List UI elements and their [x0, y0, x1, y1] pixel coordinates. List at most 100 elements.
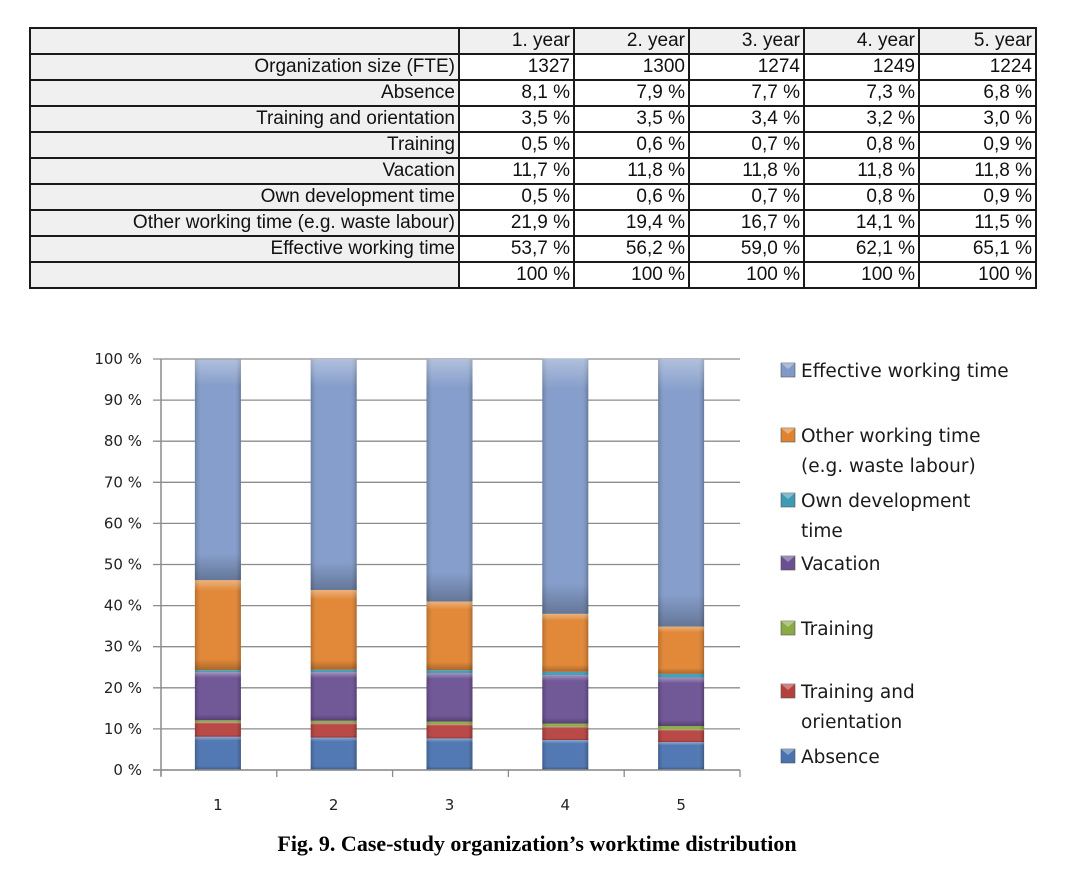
legend-swatch — [780, 555, 796, 571]
bar-segment-bevel — [426, 601, 473, 671]
legend-label: Training — [800, 619, 874, 640]
row-label: Training — [29, 131, 460, 159]
y-tick-label: 20 % — [104, 679, 142, 697]
table-cell: 16,7 % — [688, 209, 805, 237]
table-cell: 100 % — [688, 261, 805, 289]
table-cell: 1274 — [688, 53, 805, 81]
table-cell: 0,6 % — [573, 131, 690, 159]
table-cell: 0,8 % — [803, 131, 920, 159]
bar-segment-bevel — [426, 724, 473, 739]
bar-segment-bevel — [542, 613, 589, 672]
header-cell: 4. year — [803, 27, 920, 55]
legend-item: Training — [780, 619, 874, 640]
bar-segment-bevel — [310, 359, 357, 590]
legend-label: Effective working time — [801, 361, 1009, 382]
table-header-row: 1. year 2. year 3. year 4. year 5. year — [29, 27, 1037, 55]
y-tick-label: 50 % — [104, 556, 142, 574]
table-cell: 62,1 % — [803, 235, 920, 263]
table-row: Training 0,5 % 0,6 % 0,7 % 0,8 % 0,9 % — [29, 131, 1037, 159]
row-label: Effective working time — [29, 235, 460, 263]
x-tick-label: 2 — [329, 796, 339, 814]
y-axis-ticks: 0 % 10 % 20 % 30 % 40 % 50 % 60 % 70 % 80 % 90 % 1… — [94, 350, 142, 779]
bar-segment-bevel — [542, 739, 589, 770]
table-cell: 1224 — [918, 53, 1037, 81]
y-tick-label: 10 % — [104, 720, 142, 738]
bar-segment-shade — [426, 670, 473, 674]
legend-label: Training and — [800, 682, 915, 703]
table-row: Other working time (e.g. waste labour) 21… — [29, 209, 1037, 237]
data-table: 1. year 2. year 3. year 4. year 5. year Organ… — [29, 27, 1037, 289]
table-cell: 11,8 % — [803, 157, 920, 185]
bar-segment-shade — [542, 671, 589, 676]
bar-segment-bevel — [542, 358, 589, 614]
header-cell: 1. year — [458, 27, 575, 55]
bar-segment-shade — [658, 726, 705, 730]
bar-segment-bevel — [426, 359, 473, 602]
legend-swatch-bevel — [781, 556, 795, 562]
legend-swatch-bevel — [781, 493, 795, 499]
legend-swatch — [780, 492, 796, 508]
table-cell: 3,5 % — [458, 105, 575, 133]
bar-segment-bevel — [658, 677, 705, 727]
legend-label: (e.g. waste labour) — [801, 456, 976, 477]
table-cell: 1249 — [803, 53, 920, 81]
bar-segment-bevel — [194, 580, 241, 671]
bar-segment-bevel — [194, 722, 241, 737]
stacked-bar-chart: 0 % 10 % 20 % 30 % 40 % 50 % 60 % 70 % 80 % 90 % 1… — [94, 350, 1009, 814]
legend-swatch-bevel — [781, 749, 795, 755]
table-cell: 11,8 % — [688, 157, 805, 185]
row-label: Organization size (FTE) — [29, 53, 460, 81]
table-cell: 3,0 % — [918, 105, 1037, 133]
bar-segment-bevel — [310, 589, 357, 670]
table-cell: 6,8 % — [918, 79, 1037, 107]
legend-item: Absence — [780, 747, 880, 768]
x-tick-label: 1 — [213, 796, 223, 814]
table-cell: 1300 — [573, 53, 690, 81]
legend-label: Vacation — [801, 554, 881, 575]
y-tick-label: 90 % — [104, 391, 142, 409]
table-cell: 7,3 % — [803, 79, 920, 107]
bar-stack — [658, 359, 705, 770]
bar-segment-bevel — [542, 726, 589, 740]
table-cell: 11,5 % — [918, 209, 1037, 237]
bar-segment-bevel — [426, 673, 473, 722]
bar-stack — [542, 358, 589, 770]
table-cell: 65,1 % — [918, 235, 1037, 263]
x-tick-label: 4 — [561, 796, 571, 814]
bar-segment-bevel — [310, 723, 357, 738]
y-tick-label: 100 % — [94, 350, 142, 368]
y-tick-label: 80 % — [104, 432, 142, 450]
bar-stack — [426, 359, 473, 770]
row-label: Absence — [29, 79, 460, 107]
table-cell: 11,8 % — [918, 157, 1037, 185]
table-cell: 53,7 % — [458, 235, 575, 263]
table-cell: 21,9 % — [458, 209, 575, 237]
bar-segment-bevel — [194, 359, 241, 581]
y-tick-label: 0 % — [113, 761, 142, 779]
bar-segment-bevel — [658, 729, 705, 743]
row-label: Own development time — [29, 183, 460, 211]
bar-segment-shade — [542, 723, 589, 727]
legend-item: Vacation — [780, 554, 881, 575]
bar-stack — [310, 359, 357, 770]
table-cell: 0,7 % — [688, 131, 805, 159]
table-cell: 0,8 % — [803, 183, 920, 211]
table-cell: 100 % — [918, 261, 1037, 289]
table-cell: 0,5 % — [458, 131, 575, 159]
table-cell: 1327 — [458, 53, 575, 81]
bars — [194, 358, 705, 770]
table-row: Training and orientation 3,5 % 3,5 % 3,4 % 3… — [29, 105, 1037, 133]
table-cell: 14,1 % — [803, 209, 920, 237]
bar-segment-shade — [310, 720, 357, 724]
bar-segment-shade — [310, 669, 357, 673]
legend-swatch — [780, 748, 796, 764]
legend-label: Absence — [801, 747, 880, 768]
legend-swatch-bevel — [781, 363, 795, 369]
header-cell: 5. year — [918, 27, 1037, 55]
table-cell: 11,8 % — [573, 157, 690, 185]
legend-item: Other working time (e.g. waste labour) — [780, 426, 980, 477]
legend-swatch — [780, 683, 796, 699]
row-label — [29, 261, 460, 289]
table-cell: 56,2 % — [573, 235, 690, 263]
table-row: Organization size (FTE) 1327 1300 1274 1249 1… — [29, 53, 1037, 81]
